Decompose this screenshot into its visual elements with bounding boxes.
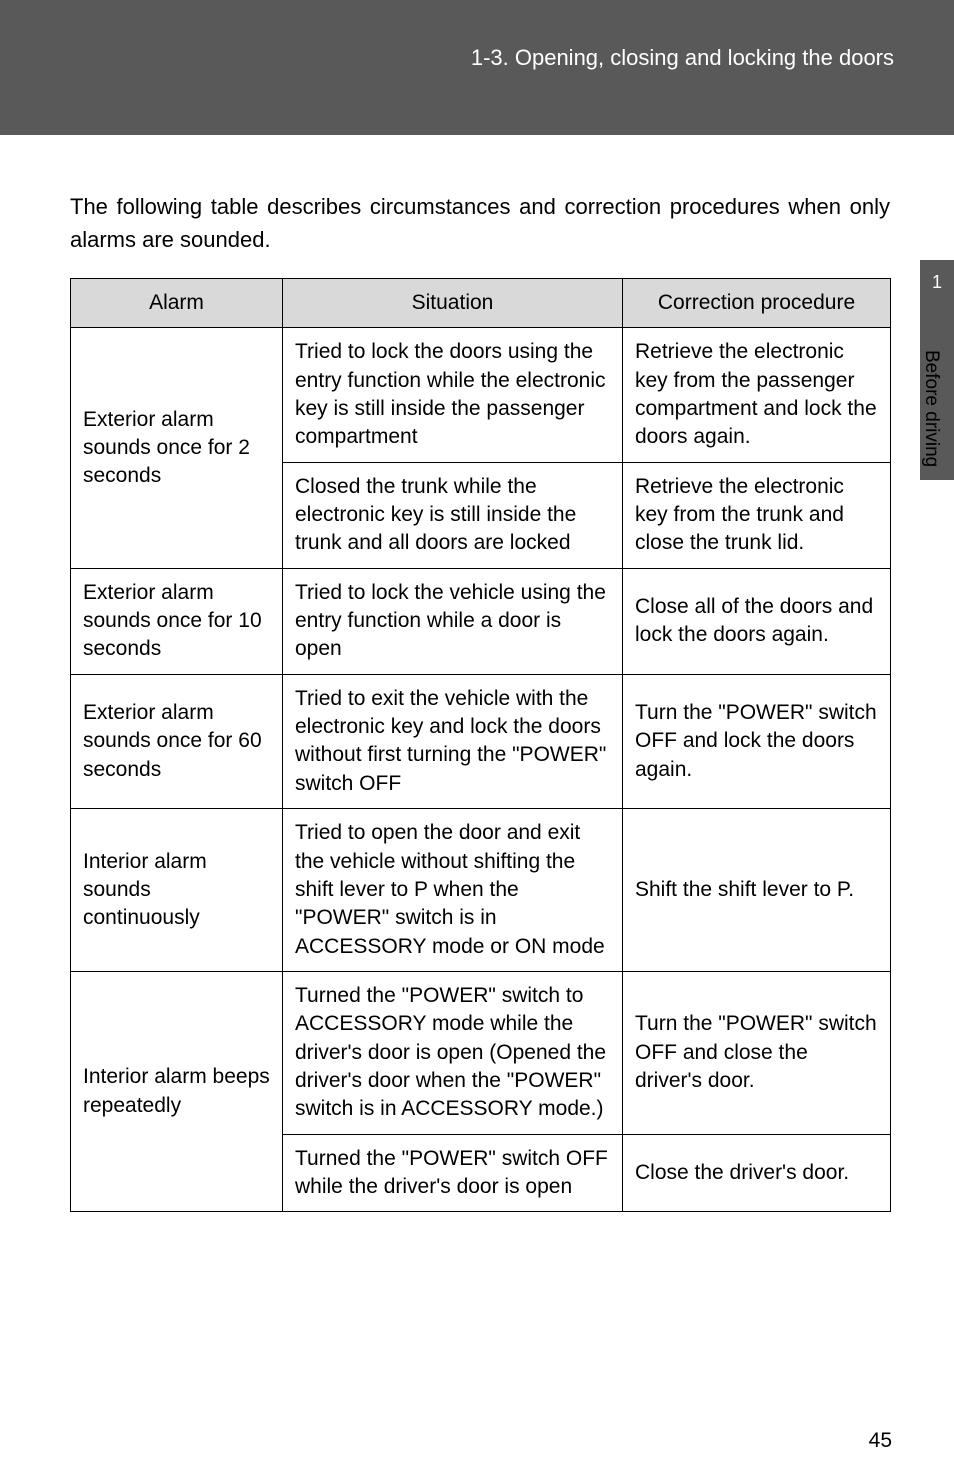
col-header-situation: Situation xyxy=(283,279,623,328)
table-header-row: Alarm Situation Correction procedure xyxy=(71,279,891,328)
cell-situation: Tried to lock the doors using the entry … xyxy=(283,328,623,462)
chapter-label: Before driving xyxy=(920,350,942,467)
alarm-table: Alarm Situation Correction procedure Ext… xyxy=(70,278,891,1212)
table-row: Interior alarm sounds continuously Tried… xyxy=(71,809,891,972)
col-header-alarm: Alarm xyxy=(71,279,283,328)
cell-correction: Retrieve the electronic key from the pas… xyxy=(623,328,891,462)
section-header: 1-3. Opening, closing and locking the do… xyxy=(471,45,894,71)
cell-situation: Turned the "POWER" switch OFF while the … xyxy=(283,1134,623,1212)
page-number: 45 xyxy=(869,1429,892,1453)
table-row: Exterior alarm sounds once for 2 seconds… xyxy=(71,328,891,462)
header-band: 1-3. Opening, closing and locking the do… xyxy=(0,0,954,135)
cell-situation: Closed the trunk while the electronic ke… xyxy=(283,462,623,568)
cell-alarm: Interior alarm sounds continuously xyxy=(71,809,283,972)
cell-situation: Turned the "POWER" switch to ACCESSORY m… xyxy=(283,971,623,1134)
table-row: Exterior alarm sounds once for 10 second… xyxy=(71,568,891,674)
cell-alarm: Exterior alarm sounds once for 60 second… xyxy=(71,674,283,808)
intro-paragraph: The following table describes circumstan… xyxy=(70,190,890,256)
cell-correction: Close the driver's door. xyxy=(623,1134,891,1212)
col-header-correction: Correction procedure xyxy=(623,279,891,328)
table-row: Interior alarm beeps repeatedly Turned t… xyxy=(71,971,891,1134)
chapter-number: 1 xyxy=(920,272,954,293)
table-row: Exterior alarm sounds once for 60 second… xyxy=(71,674,891,808)
cell-situation: Tried to lock the vehicle using the entr… xyxy=(283,568,623,674)
cell-alarm: Exterior alarm sounds once for 2 seconds xyxy=(71,328,283,568)
cell-correction: Close all of the doors and lock the door… xyxy=(623,568,891,674)
cell-correction: Turn the "POWER" switch OFF and lock the… xyxy=(623,674,891,808)
page-content: The following table describes circumstan… xyxy=(70,190,890,1212)
cell-correction: Turn the "POWER" switch OFF and close th… xyxy=(623,971,891,1134)
cell-correction: Shift the shift lever to P. xyxy=(623,809,891,972)
cell-correction: Retrieve the electronic key from the tru… xyxy=(623,462,891,568)
cell-alarm: Exterior alarm sounds once for 10 second… xyxy=(71,568,283,674)
cell-situation: Tried to open the door and exit the vehi… xyxy=(283,809,623,972)
cell-alarm: Interior alarm beeps repeatedly xyxy=(71,971,283,1211)
cell-situation: Tried to exit the vehicle with the elect… xyxy=(283,674,623,808)
